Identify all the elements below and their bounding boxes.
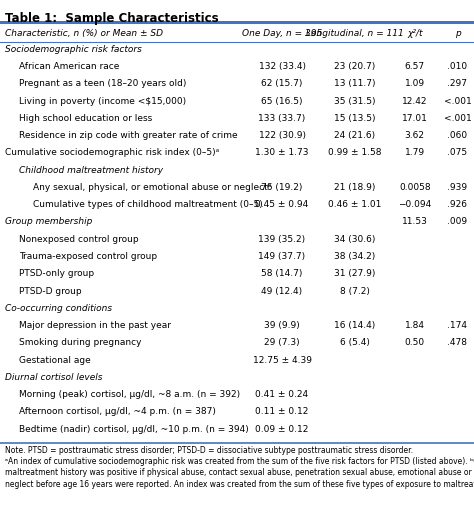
Text: 23 (20.7): 23 (20.7): [334, 62, 375, 71]
Text: 62 (15.7): 62 (15.7): [261, 79, 303, 88]
Text: 0.09 ± 0.12: 0.09 ± 0.12: [255, 425, 309, 434]
Text: Pregnant as a teen (18–20 years old): Pregnant as a teen (18–20 years old): [19, 79, 186, 88]
Text: High school education or less: High school education or less: [19, 114, 152, 123]
Text: Diurnal cortisol levels: Diurnal cortisol levels: [5, 373, 102, 382]
Text: χ²/t: χ²/t: [407, 29, 422, 39]
Text: <.001: <.001: [444, 114, 471, 123]
Text: 6.57: 6.57: [405, 62, 425, 71]
Text: One Day, n = 395: One Day, n = 395: [242, 29, 322, 39]
Text: 12.42: 12.42: [402, 97, 428, 106]
Text: 16 (14.4): 16 (14.4): [334, 321, 375, 330]
Text: Cumulative sociodemographic risk index (0–5)ᵃ: Cumulative sociodemographic risk index (…: [5, 148, 219, 157]
Text: 122 (30.9): 122 (30.9): [258, 131, 306, 140]
Text: 133 (33.7): 133 (33.7): [258, 114, 306, 123]
Text: Any sexual, physical, or emotional abuse or neglectᵇ: Any sexual, physical, or emotional abuse…: [33, 183, 272, 192]
Text: −0.094: −0.094: [398, 200, 431, 209]
Text: 1.84: 1.84: [405, 321, 425, 330]
Text: Major depression in the past year: Major depression in the past year: [19, 321, 171, 330]
Text: 12.75 ± 4.39: 12.75 ± 4.39: [253, 356, 311, 365]
Text: 13 (11.7): 13 (11.7): [334, 79, 375, 88]
Text: Gestational age: Gestational age: [19, 356, 91, 365]
Text: 0.11 ± 0.12: 0.11 ± 0.12: [255, 407, 309, 417]
Text: .010: .010: [447, 62, 467, 71]
Text: Group membership: Group membership: [5, 217, 92, 227]
Text: .075: .075: [447, 148, 467, 157]
Text: 17.01: 17.01: [402, 114, 428, 123]
Text: 76 (19.2): 76 (19.2): [261, 183, 303, 192]
Text: 65 (16.5): 65 (16.5): [261, 97, 303, 106]
Text: 24 (21.6): 24 (21.6): [334, 131, 375, 140]
Text: African American race: African American race: [19, 62, 119, 71]
Text: 21 (18.9): 21 (18.9): [334, 183, 375, 192]
Text: 1.79: 1.79: [405, 148, 425, 157]
Text: 0.41 ± 0.24: 0.41 ± 0.24: [255, 390, 309, 399]
Text: .926: .926: [447, 200, 467, 209]
Text: 29 (7.3): 29 (7.3): [264, 338, 300, 347]
Text: 139 (35.2): 139 (35.2): [258, 235, 306, 244]
Text: .174: .174: [447, 321, 467, 330]
Text: Nonexposed control group: Nonexposed control group: [19, 235, 138, 244]
Text: ᵃAn index of cumulative sociodemographic risk was created from the sum of the fi: ᵃAn index of cumulative sociodemographic…: [5, 457, 474, 466]
Text: 149 (37.7): 149 (37.7): [258, 252, 306, 261]
Text: Longitudinal, n = 111: Longitudinal, n = 111: [306, 29, 403, 39]
Text: 132 (33.4): 132 (33.4): [258, 62, 306, 71]
Text: Cumulative types of childhood maltreatment (0–5): Cumulative types of childhood maltreatme…: [33, 200, 263, 209]
Text: .478: .478: [447, 338, 467, 347]
Text: PTSD-D group: PTSD-D group: [19, 287, 82, 296]
Text: Table 1:  Sample Characteristics: Table 1: Sample Characteristics: [5, 12, 219, 25]
Text: p: p: [455, 29, 460, 39]
Text: Smoking during pregnancy: Smoking during pregnancy: [19, 338, 141, 347]
Text: Childhood maltreatment history: Childhood maltreatment history: [19, 166, 163, 175]
Text: Afternoon cortisol, μg/dl, ~4 p.m. (n = 387): Afternoon cortisol, μg/dl, ~4 p.m. (n = …: [19, 407, 216, 417]
Text: .060: .060: [447, 131, 467, 140]
Text: .009: .009: [447, 217, 467, 227]
Text: Bedtime (nadir) cortisol, μg/dl, ~10 p.m. (n = 394): Bedtime (nadir) cortisol, μg/dl, ~10 p.m…: [19, 425, 249, 434]
Text: 0.46 ± 1.01: 0.46 ± 1.01: [328, 200, 381, 209]
Text: Sociodemographic risk factors: Sociodemographic risk factors: [5, 45, 142, 54]
Text: 15 (13.5): 15 (13.5): [334, 114, 375, 123]
Text: 49 (12.4): 49 (12.4): [262, 287, 302, 296]
Text: 3.62: 3.62: [405, 131, 425, 140]
Text: <.001: <.001: [444, 97, 471, 106]
Text: Note. PTSD = posttraumatic stress disorder; PTSD-D = dissociative subtype posttr: Note. PTSD = posttraumatic stress disord…: [5, 446, 413, 455]
Text: Residence in zip code with greater rate of crime: Residence in zip code with greater rate …: [19, 131, 237, 140]
Text: .297: .297: [447, 79, 467, 88]
Text: maltreatment history was positive if physical abuse, contact sexual abuse, penet: maltreatment history was positive if phy…: [5, 468, 474, 478]
Text: 0.50: 0.50: [405, 338, 425, 347]
Text: Living in poverty (income <$15,000): Living in poverty (income <$15,000): [19, 97, 186, 106]
Text: 11.53: 11.53: [402, 217, 428, 227]
Text: 39 (9.9): 39 (9.9): [264, 321, 300, 330]
Text: 1.30 ± 1.73: 1.30 ± 1.73: [255, 148, 309, 157]
Text: .939: .939: [447, 183, 467, 192]
Text: neglect before age 16 years were reported. An index was created from the sum of : neglect before age 16 years were reporte…: [5, 480, 474, 489]
Text: Trauma-exposed control group: Trauma-exposed control group: [19, 252, 157, 261]
Text: 31 (27.9): 31 (27.9): [334, 269, 375, 278]
Text: 6 (5.4): 6 (5.4): [339, 338, 370, 347]
Text: Co-occurring conditions: Co-occurring conditions: [5, 304, 112, 313]
Text: 34 (30.6): 34 (30.6): [334, 235, 375, 244]
Text: 0.99 ± 1.58: 0.99 ± 1.58: [328, 148, 381, 157]
Text: 35 (31.5): 35 (31.5): [334, 97, 375, 106]
Text: 58 (14.7): 58 (14.7): [261, 269, 303, 278]
Text: Morning (peak) cortisol, μg/dl, ~8 a.m. (n = 392): Morning (peak) cortisol, μg/dl, ~8 a.m. …: [19, 390, 240, 399]
Text: PTSD-only group: PTSD-only group: [19, 269, 94, 278]
Text: 0.45 ± 0.94: 0.45 ± 0.94: [255, 200, 309, 209]
Text: 1.09: 1.09: [405, 79, 425, 88]
Text: 38 (34.2): 38 (34.2): [334, 252, 375, 261]
Text: 0.0058: 0.0058: [399, 183, 430, 192]
Text: 8 (7.2): 8 (7.2): [339, 287, 370, 296]
Text: Characteristic, n (%) or Mean ± SD: Characteristic, n (%) or Mean ± SD: [5, 29, 163, 39]
